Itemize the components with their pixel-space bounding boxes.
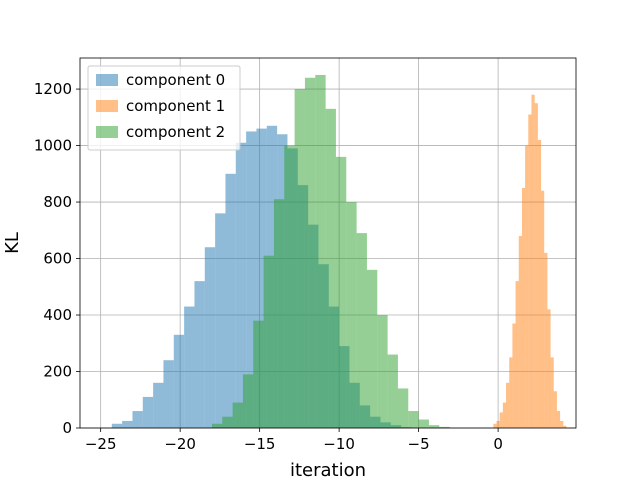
histogram-bar [242, 374, 254, 428]
y-tick-label: 800 [43, 193, 72, 211]
x-tick-label: −20 [164, 435, 196, 453]
histogram-bar [132, 411, 143, 428]
x-tick-label: −10 [323, 435, 355, 453]
histogram-bar [294, 89, 305, 429]
histogram-bar [163, 360, 174, 428]
histogram-bar [563, 425, 567, 428]
histogram-bar [377, 315, 388, 428]
x-axis-label: iteration [290, 460, 366, 480]
histogram-bar [439, 426, 450, 428]
histogram-bar [512, 323, 516, 428]
histogram-bar [525, 145, 529, 428]
histogram-bar [537, 139, 542, 429]
histogram-bar [397, 388, 409, 428]
y-tick-label: 200 [43, 363, 72, 381]
histogram-bar [408, 411, 419, 428]
histogram-bar [521, 187, 526, 428]
histogram-bar [222, 416, 233, 428]
legend-swatch-2 [96, 126, 118, 138]
histogram-bar [232, 402, 243, 428]
histogram-bar [211, 423, 223, 428]
histogram-bar [387, 354, 398, 428]
histogram-bar [534, 103, 538, 428]
series-1-bars [493, 94, 567, 429]
histogram-bar [550, 357, 554, 428]
x-tick-label: 0 [493, 435, 503, 453]
histogram-bar [366, 269, 378, 428]
x-tick-label: −5 [408, 435, 430, 453]
histogram-bar [544, 252, 548, 428]
histogram-bar [315, 74, 326, 428]
histogram-bar [528, 114, 532, 428]
histogram-bar [225, 173, 236, 428]
histogram-bar [356, 233, 367, 428]
histogram-bar [506, 382, 510, 428]
histogram-bar [304, 77, 316, 428]
y-tick-label: 600 [43, 250, 72, 268]
legend: component 0 component 1 component 2 [87, 65, 241, 151]
histogram-bar [253, 320, 264, 428]
histogram-bar [531, 94, 535, 428]
histogram-bar [493, 423, 497, 428]
histogram-bar [515, 281, 519, 428]
histogram-bar [502, 402, 507, 428]
legend-label-0: component 0 [126, 71, 225, 89]
histogram-bar [173, 334, 185, 428]
histogram-bar [556, 411, 561, 428]
histogram-bar [325, 108, 336, 428]
histogram-bar [553, 391, 557, 428]
histogram-bar [499, 412, 503, 428]
y-axis-label: KL [2, 232, 23, 254]
histogram-bar [541, 190, 545, 428]
histogram-bar [560, 420, 564, 428]
histogram-bar [518, 235, 522, 428]
histogram-bar [215, 213, 226, 428]
histogram-bar [547, 309, 551, 428]
histogram-bar [204, 247, 216, 428]
plot-frame [79, 57, 577, 429]
axis-ticks: −25 −20 −15 −10 −5 0 0 200 400 600 800 1000 1200 [34, 80, 503, 453]
histogram-bars [111, 74, 567, 429]
histogram-bar [284, 145, 295, 428]
histogram-bar [235, 142, 247, 428]
x-tick-label: −15 [244, 435, 276, 453]
histogram-bar [428, 425, 440, 428]
histogram-bar [111, 423, 123, 428]
histogram-bar [194, 281, 205, 428]
histogram-bar [335, 156, 347, 428]
histogram-bar [153, 382, 164, 428]
histogram-bar [273, 199, 285, 428]
histogram-bar [122, 420, 133, 428]
legend-box [87, 65, 241, 151]
legend-label-2: component 2 [126, 123, 225, 141]
histogram-bar [418, 419, 429, 428]
y-tick-label: 0 [62, 419, 72, 437]
histogram-bar [246, 131, 257, 428]
series-2-bars [211, 74, 450, 429]
y-tick-label: 1200 [34, 80, 72, 98]
histogram-bar [509, 357, 513, 428]
legend-swatch-0 [96, 74, 118, 86]
histogram-bar [142, 396, 154, 428]
histogram-bar [184, 306, 195, 428]
histogram-bar [263, 255, 274, 428]
legend-label-1: component 1 [126, 97, 225, 115]
histogram-bar [496, 420, 500, 428]
y-tick-label: 1000 [34, 137, 72, 155]
x-tick-label: −25 [85, 435, 117, 453]
legend-swatch-1 [96, 100, 118, 112]
histogram-bar [346, 202, 357, 428]
histogram-bar [256, 128, 267, 428]
y-tick-label: 400 [43, 306, 72, 324]
